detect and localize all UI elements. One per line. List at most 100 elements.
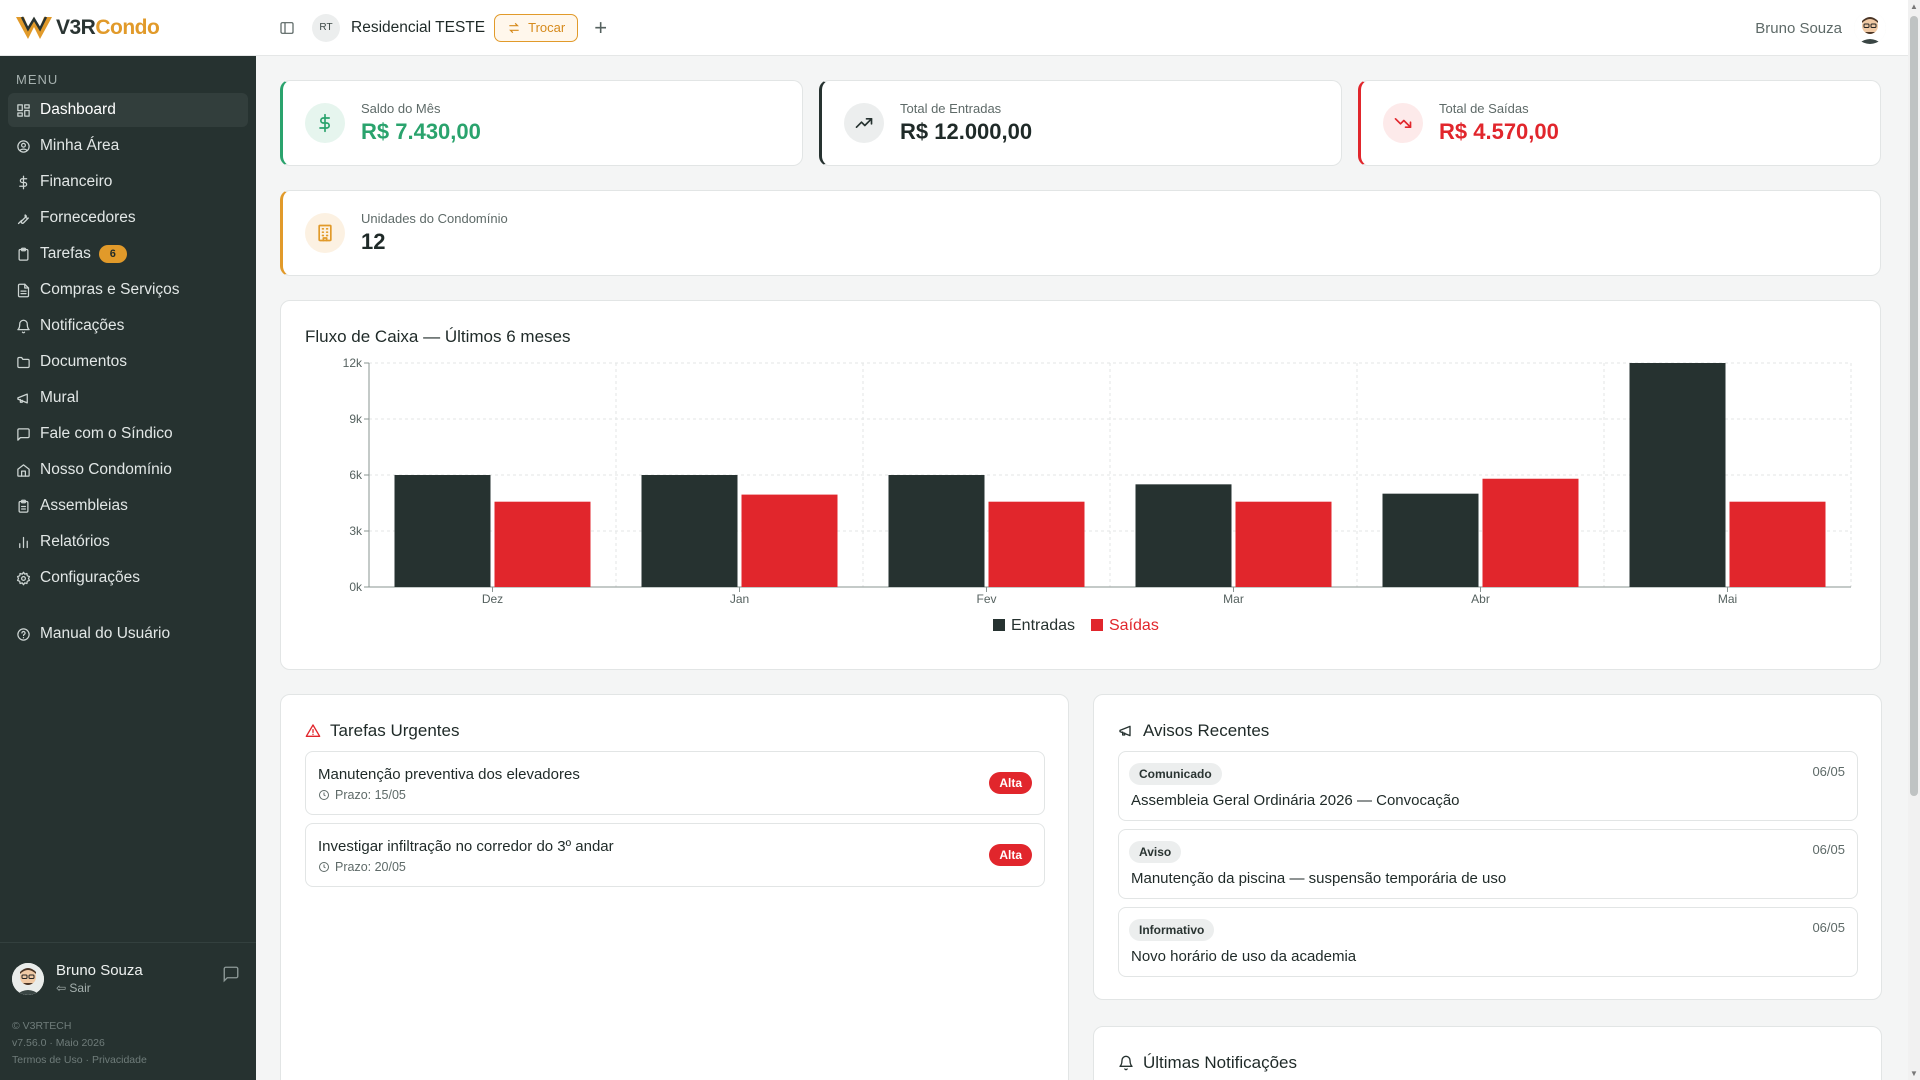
latest-notifications-title: Últimas Notificações xyxy=(1118,1053,1297,1073)
legend-label: Saídas xyxy=(1109,617,1159,634)
sidebar-item-tarefas[interactable]: Tarefas 6 xyxy=(8,237,248,271)
panel-title-text: Tarefas Urgentes xyxy=(330,721,460,740)
top-bar: RT Residencial TESTE Trocar + Bruno Souz… xyxy=(256,0,1908,56)
sidebar-item-manual[interactable]: Manual do Usuário xyxy=(8,617,248,651)
tasks-count-badge: 6 xyxy=(98,245,127,263)
notice-date: 06/05 xyxy=(1812,764,1845,779)
privacy-link[interactable]: Privacidade xyxy=(91,1054,147,1066)
message-icon xyxy=(16,427,31,442)
sidebar-item-nosso-condominio[interactable]: Nosso Condomínio xyxy=(8,453,248,487)
avatar[interactable] xyxy=(12,962,44,995)
top-user-menu[interactable]: Bruno Souza xyxy=(1755,12,1886,44)
task-due-text: Prazo: 15/05 xyxy=(335,788,406,802)
sidebar-item-label: Dashboard xyxy=(40,101,116,118)
task-due-text: Prazo: 20/05 xyxy=(335,860,406,874)
switch-condo-button[interactable]: Trocar xyxy=(494,13,579,42)
stat-card-saidas: Total de Saídas R$ 4.570,00 xyxy=(1358,80,1881,166)
condo-name: Residencial TESTE xyxy=(351,18,486,36)
brand-name: V3RCondo xyxy=(56,15,160,39)
task-item[interactable]: Manutenção preventiva dos elevadores Pra… xyxy=(305,751,1045,815)
sidebar-item-label: Financeiro xyxy=(40,173,113,190)
add-condo-button[interactable]: + xyxy=(594,14,608,40)
chat-icon[interactable] xyxy=(222,965,242,985)
stat-value: 12 xyxy=(361,229,386,254)
megaphone-icon xyxy=(1119,725,1131,737)
cash-flow-chart: 0k 3k 6k 9k 12k Dez Jan Fev Mar Abr Mai Entradas Saí… xyxy=(343,356,1852,634)
help-circle-icon xyxy=(16,627,31,642)
page-scrollbar[interactable]: ▲ ▼ xyxy=(1908,0,1920,1080)
sidebar-item-financeiro[interactable]: Financeiro xyxy=(8,165,248,199)
home-icon xyxy=(16,463,31,478)
bar-saídas xyxy=(1482,478,1579,587)
user-circle-icon xyxy=(16,139,31,154)
top-avatar xyxy=(1854,12,1886,44)
sidebar-item-mural[interactable]: Mural xyxy=(8,381,248,415)
task-title: Manutenção preventiva dos elevadores xyxy=(318,766,580,783)
notice-tag: Informativo xyxy=(1129,919,1215,941)
sidebar-item-assembleias[interactable]: Assembleias xyxy=(8,489,248,523)
nav-spacer xyxy=(8,597,248,617)
priority-badge: Alta xyxy=(989,844,1032,866)
sidebar-item-documentos[interactable]: Documentos xyxy=(8,345,248,379)
building-icon xyxy=(305,213,345,253)
urgent-tasks-title: Tarefas Urgentes xyxy=(305,721,459,741)
stat-text: Total de Saídas R$ 4.570,00 xyxy=(1439,101,1559,145)
notice-item[interactable]: Comunicado 06/05 Assembleia Geral Ordiná… xyxy=(1118,751,1858,821)
scroll-down-arrow[interactable]: ▼ xyxy=(1910,1069,1918,1078)
x-tick-label: Jan xyxy=(730,592,749,606)
sidebar-item-label: Manual do Usuário xyxy=(40,625,171,642)
stat-value: R$ 7.430,00 xyxy=(361,119,481,144)
wrench-icon xyxy=(16,211,31,226)
sidebar-footer: © V3RTECH v7.56.0 · Maio 2026 Termos de … xyxy=(12,1018,147,1069)
dollar-icon xyxy=(16,175,31,190)
stat-label: Unidades do Condomínio xyxy=(361,211,508,226)
clipboard-list-icon xyxy=(16,499,31,514)
y-tick-label: 9k xyxy=(349,412,363,426)
scroll-thumb[interactable] xyxy=(1910,16,1918,796)
sidebar-item-label: Fale com o Síndico xyxy=(40,425,173,442)
avatar-face-icon xyxy=(12,962,44,995)
sidebar-item-label: Documentos xyxy=(40,353,128,370)
bar-saídas xyxy=(741,494,838,587)
copyright: © V3RTECH xyxy=(12,1020,72,1032)
stat-value: R$ 12.000,00 xyxy=(900,119,1033,144)
sidebar-item-compras[interactable]: Compras e Serviços xyxy=(8,273,248,307)
panel-left-icon xyxy=(280,21,294,34)
sidebar-toggle-button[interactable] xyxy=(276,17,298,39)
sidebar-item-fale-sindico[interactable]: Fale com o Síndico xyxy=(8,417,248,451)
sidebar-item-configuracoes[interactable]: Configurações xyxy=(8,561,248,595)
sidebar-item-label: Minha Área xyxy=(40,137,120,154)
notice-item[interactable]: Informativo 06/05 Novo horário de uso da… xyxy=(1118,907,1858,977)
stat-value: R$ 4.570,00 xyxy=(1439,119,1559,144)
scroll-up-arrow[interactable]: ▲ xyxy=(1910,2,1918,11)
recent-notices-title: Avisos Recentes xyxy=(1118,721,1269,741)
sidebar-item-minha-area[interactable]: Minha Área xyxy=(8,129,248,163)
clipboard-icon xyxy=(16,247,31,262)
priority-badge: Alta xyxy=(989,772,1032,794)
legal-links: Termos de Uso · Privacidade xyxy=(12,1054,147,1066)
sidebar-item-notificacoes[interactable]: Notificações xyxy=(8,309,248,343)
clock-icon xyxy=(319,862,329,872)
brand-logo[interactable]: V3RCondo xyxy=(0,0,256,56)
sidebar-item-fornecedores[interactable]: Fornecedores xyxy=(8,201,248,235)
menu-title: MENU xyxy=(16,72,59,87)
sidebar-user-info: Bruno Souza ⇦ Sair xyxy=(56,962,143,995)
sidebar-item-label: Compras e Serviços xyxy=(40,281,180,298)
sidebar-item-label: Fornecedores xyxy=(40,209,136,226)
terms-link[interactable]: Termos de Uso xyxy=(12,1054,83,1066)
notice-date: 06/05 xyxy=(1812,842,1845,857)
logout-button[interactable]: ⇦ Sair xyxy=(56,981,91,995)
legend-label: Entradas xyxy=(1011,617,1075,634)
clock-icon xyxy=(319,790,329,800)
stat-label: Total de Saídas xyxy=(1439,101,1529,116)
x-tick-label: Mar xyxy=(1223,592,1244,606)
legend-swatch xyxy=(993,619,1005,631)
task-item[interactable]: Investigar infiltração no corredor do 3º… xyxy=(305,823,1045,887)
x-tick-label: Mai xyxy=(1718,592,1737,606)
document-icon xyxy=(16,283,31,298)
latest-notifications-card: Últimas Notificações xyxy=(1093,1026,1882,1080)
sidebar-item-relatorios[interactable]: Relatórios xyxy=(8,525,248,559)
bar-entradas xyxy=(641,475,738,587)
sidebar-item-dashboard[interactable]: Dashboard xyxy=(8,93,248,127)
notice-item[interactable]: Aviso 06/05 Manutenção da piscina — susp… xyxy=(1118,829,1858,899)
